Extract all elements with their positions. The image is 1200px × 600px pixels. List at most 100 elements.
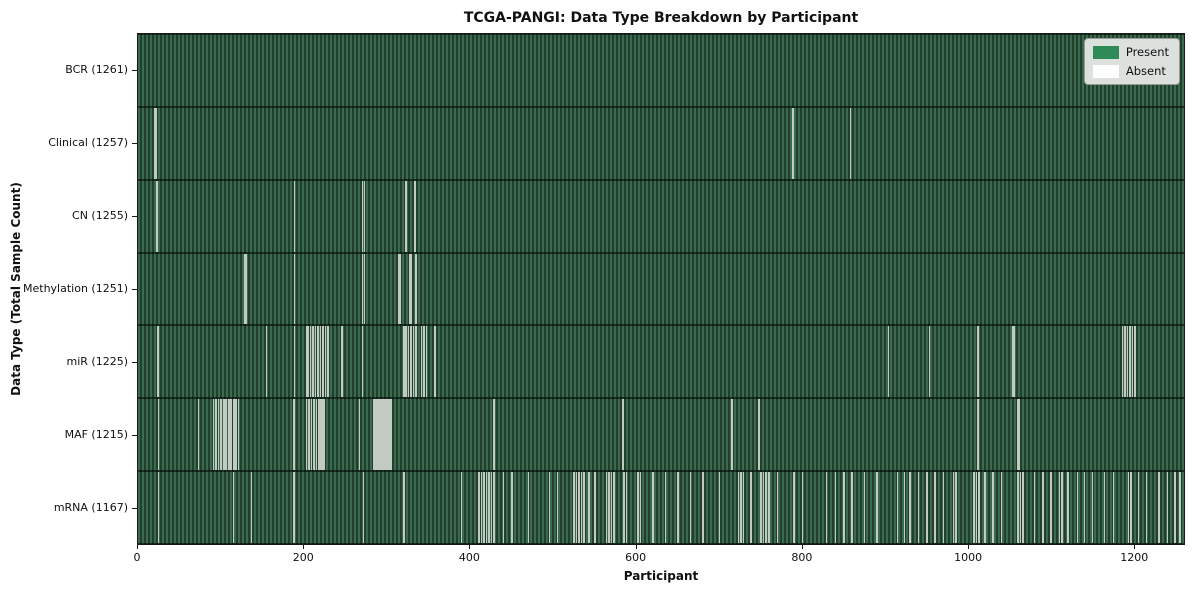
absent-marker <box>740 472 742 544</box>
absent-marker <box>573 472 575 544</box>
absent-marker <box>1126 326 1129 398</box>
x-tick-mark <box>801 545 803 549</box>
x-tick-mark <box>137 545 138 549</box>
legend-label-present: Present <box>1125 45 1169 59</box>
absent-marker <box>265 326 268 398</box>
absent-marker <box>382 399 385 471</box>
absent-marker <box>327 326 329 398</box>
absent-marker <box>758 399 760 471</box>
absent-marker <box>887 326 890 398</box>
y-tick-mark <box>132 69 137 71</box>
absent-marker <box>305 399 308 471</box>
absent-marker <box>409 253 411 325</box>
absent-marker <box>245 253 248 325</box>
absent-marker <box>742 472 745 544</box>
absent-marker <box>490 472 493 544</box>
absent-marker <box>361 253 364 325</box>
absent-marker <box>984 472 986 544</box>
x-tick-label: 400 <box>458 551 480 564</box>
x-tick-mark <box>303 545 305 549</box>
absent-marker <box>583 472 585 544</box>
absent-marker <box>220 399 222 471</box>
absent-marker <box>625 472 628 544</box>
absent-marker <box>384 399 386 471</box>
absent-marker <box>415 326 417 398</box>
absent-marker <box>381 399 383 471</box>
absent-marker <box>1158 472 1160 544</box>
absent-marker <box>156 180 158 252</box>
absent-marker <box>324 326 327 398</box>
absent-marker <box>718 472 721 544</box>
absent-marker <box>760 472 762 544</box>
absent-marker <box>224 399 226 471</box>
absent-marker <box>1166 472 1169 544</box>
absent-marker <box>407 326 410 398</box>
absent-marker <box>480 472 483 544</box>
absent-marker <box>610 472 613 544</box>
absent-marker <box>293 253 296 325</box>
absent-marker <box>1112 472 1115 544</box>
absent-marker <box>1124 326 1126 398</box>
absent-marker <box>363 180 366 252</box>
absent-marker <box>750 472 752 544</box>
chart-title: TCGA-PANGI: Data Type Breakdown by Parti… <box>463 10 859 26</box>
absent-marker <box>293 326 296 398</box>
absent-marker <box>1067 472 1069 544</box>
absent-marker <box>341 326 343 398</box>
x-tick-label: 200 <box>292 551 314 564</box>
absent-marker <box>314 326 317 398</box>
absent-marker <box>801 472 804 544</box>
absent-marker <box>232 399 235 471</box>
absent-marker <box>358 399 361 471</box>
absent-marker <box>652 472 654 544</box>
absent-marker <box>1137 472 1140 544</box>
absent-marker <box>952 472 955 544</box>
absent-marker <box>310 399 313 471</box>
absent-marker <box>1013 326 1016 398</box>
absent-marker <box>876 472 878 544</box>
legend-item-present: Present <box>1092 45 1169 59</box>
absent-marker <box>318 399 320 471</box>
absent-marker <box>977 326 979 398</box>
heatmap-row-mir <box>138 325 1184 399</box>
x-tick-mark <box>469 545 471 549</box>
absent-marker <box>977 399 979 471</box>
absent-marker <box>478 472 480 544</box>
absent-marker <box>322 326 324 398</box>
y-tick-label: CN (1255) <box>72 208 128 222</box>
absent-marker <box>928 326 930 398</box>
absent-marker <box>305 326 308 398</box>
absent-marker <box>896 472 899 544</box>
absent-marker <box>312 326 314 398</box>
absent-marker <box>792 107 794 179</box>
absent-marker <box>493 399 495 471</box>
plot-area <box>137 33 1185 545</box>
absent-marker <box>639 472 642 544</box>
absent-marker <box>237 399 240 471</box>
absent-marker <box>235 399 238 471</box>
absent-marker <box>372 399 375 471</box>
legend-label-absent: Absent <box>1125 64 1166 78</box>
y-tick-label: mRNA (1167) <box>53 501 128 515</box>
absent-marker <box>731 399 733 471</box>
absent-marker <box>230 399 233 471</box>
x-tick-label: 800 <box>791 551 813 564</box>
absent-marker <box>405 180 407 252</box>
absent-marker <box>410 326 412 398</box>
absent-marker <box>1121 326 1124 398</box>
absent-marker <box>955 472 957 544</box>
legend: Present Absent <box>1083 38 1180 85</box>
absent-marker <box>776 472 779 544</box>
absent-marker <box>664 472 667 544</box>
absent-marker <box>1019 472 1022 544</box>
absent-marker <box>293 399 295 471</box>
absent-marker <box>1012 326 1014 398</box>
absent-marker <box>217 399 220 471</box>
absent-marker <box>389 399 391 471</box>
absent-marker <box>575 472 578 544</box>
absent-marker <box>942 472 945 544</box>
x-tick-label: 1000 <box>954 551 983 564</box>
absent-marker <box>1076 472 1079 544</box>
absent-marker <box>548 472 551 544</box>
